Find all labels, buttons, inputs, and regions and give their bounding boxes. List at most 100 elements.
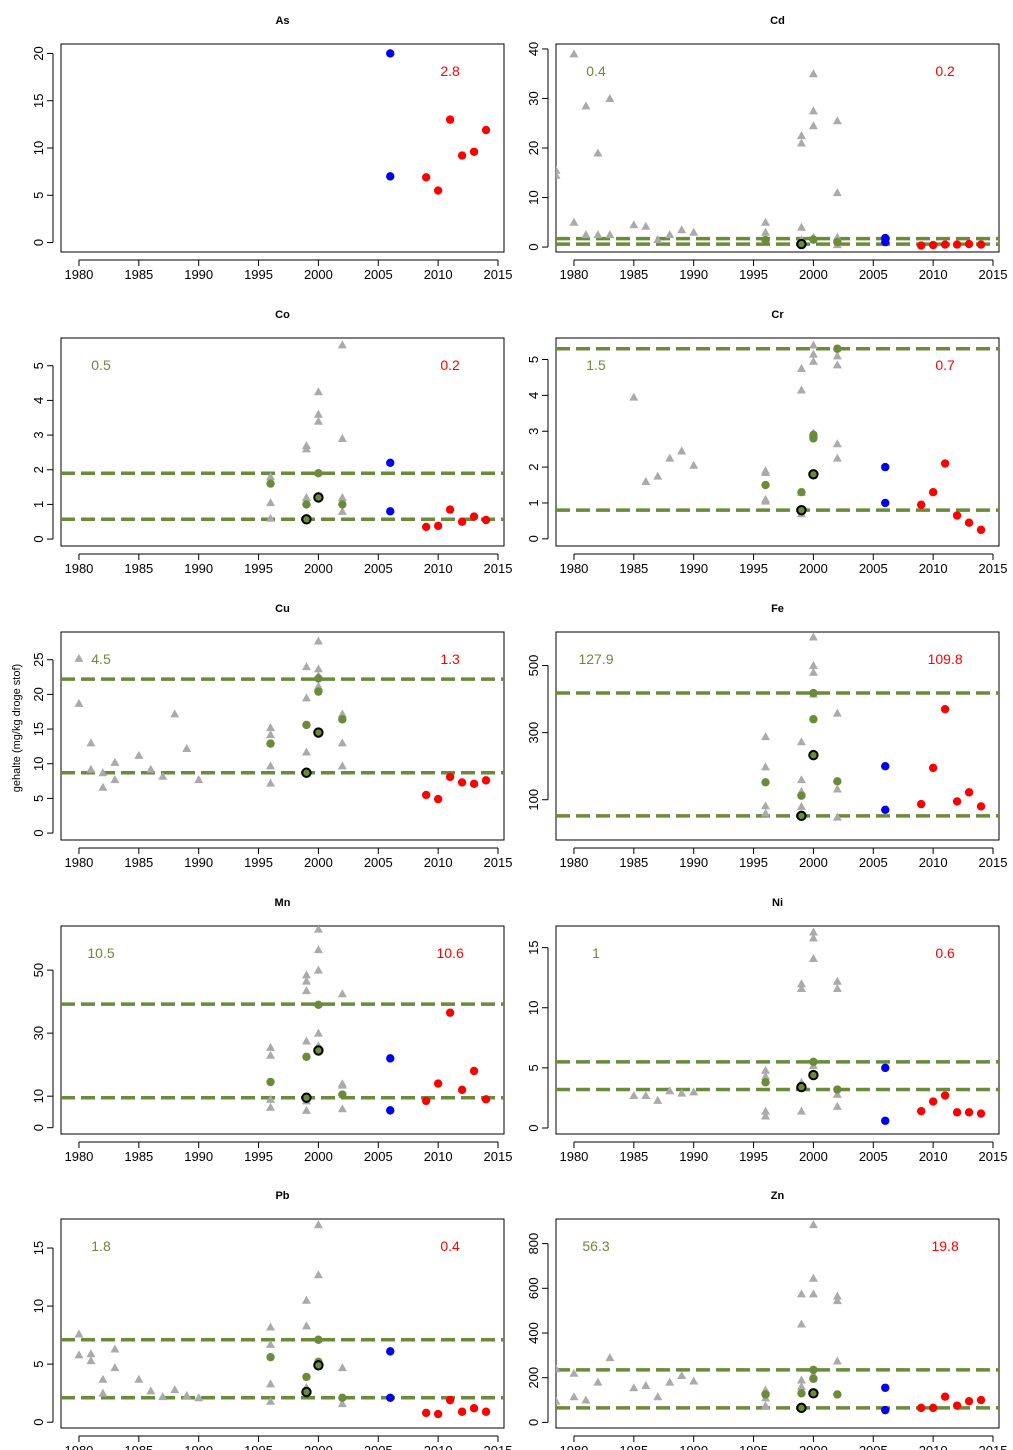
blue-point: [881, 1116, 890, 1125]
black-point: [796, 238, 807, 250]
y-tick-label: 50: [31, 963, 46, 977]
historic-point: [313, 416, 323, 425]
historic-point: [761, 1111, 771, 1120]
panel-cu: Cu 1980 1985 1990 1995 2000 2005 2010 2015 0 5 10 15…: [31, 603, 512, 870]
historic-point: [593, 1377, 603, 1386]
x-tick-label: 2000: [799, 1149, 828, 1164]
x-tick-label: 2010: [424, 561, 453, 576]
y-tick-label: 0: [31, 829, 46, 836]
historic-point: [301, 1105, 311, 1114]
black-point: [301, 767, 312, 778]
right-annotation: 0.7: [935, 357, 955, 373]
historic-point: [796, 984, 806, 993]
red-point: [445, 505, 455, 514]
historic-point: [796, 801, 806, 810]
x-tick-label: 2015: [979, 267, 1008, 282]
x-tick-label: 2010: [424, 267, 453, 282]
red-point: [964, 788, 974, 797]
x-tick-label: 1980: [64, 1443, 93, 1450]
x-tick-label: 1980: [64, 1149, 93, 1164]
historic-point: [808, 356, 818, 365]
blue-point: [386, 507, 395, 516]
y-tick-label: 1: [526, 499, 541, 506]
x-tick-label: 2000: [304, 1443, 333, 1450]
x-tick-label: 2000: [799, 855, 828, 870]
historic-point: [796, 138, 806, 147]
y-tick-label: 0: [526, 1419, 541, 1426]
historic-point: [110, 1344, 120, 1353]
x-tick-label: 2015: [484, 855, 513, 870]
historic-point: [301, 1295, 311, 1304]
red-point: [433, 794, 443, 804]
red-point: [976, 802, 986, 811]
x-tick-label: 1990: [679, 1443, 708, 1450]
x-tick-label: 1990: [184, 1443, 213, 1450]
panel-title: Cd: [770, 15, 785, 27]
y-tick-label: 10: [31, 756, 46, 770]
x-tick-label: 2005: [364, 1149, 393, 1164]
historic-point: [266, 761, 276, 770]
historic-point: [313, 1270, 323, 1279]
green-point: [266, 1077, 275, 1087]
historic-point: [86, 738, 96, 747]
historic-point: [832, 439, 842, 448]
red-point: [469, 779, 479, 789]
historic-point: [301, 986, 311, 995]
historic-point: [808, 349, 818, 358]
historic-point: [313, 681, 323, 690]
y-tick-label: 300: [526, 722, 541, 744]
green-point: [314, 687, 323, 696]
historic-point: [641, 1381, 651, 1390]
x-tick-label: 1995: [244, 1149, 273, 1164]
red-point: [916, 1106, 926, 1116]
black-point: [313, 492, 324, 503]
right-annotation: 10.6: [436, 945, 463, 961]
left-annotation: 4.5: [91, 651, 111, 667]
markers: [761, 632, 986, 822]
right-annotation: 109.8: [928, 651, 963, 667]
historic-point: [266, 730, 276, 739]
x-tick-label: 1985: [619, 855, 648, 870]
blue-point: [881, 498, 890, 508]
historic-point: [832, 784, 842, 793]
historic-point: [796, 222, 806, 231]
green-point: [809, 688, 818, 698]
y-tick-label: 3: [526, 428, 541, 435]
blue-point: [386, 458, 395, 467]
historic-point: [677, 446, 687, 455]
red-point: [421, 173, 431, 182]
y-tick-label: 100: [526, 789, 541, 811]
red-point: [916, 500, 926, 509]
historic-point: [761, 762, 771, 771]
x-tick-label: 1985: [619, 1149, 648, 1164]
y-tick-label: 10: [31, 1089, 46, 1103]
y-tick-label: 5: [526, 356, 541, 363]
black-point: [301, 1092, 312, 1103]
y-tick-label: 5: [31, 795, 46, 802]
historic-point: [158, 771, 168, 780]
y-tick-label: 10: [31, 1299, 46, 1313]
historic-point: [808, 667, 818, 676]
x-tick-label: 2010: [919, 267, 948, 282]
historic-point: [301, 976, 311, 985]
historic-point: [629, 220, 639, 229]
x-tick-label: 2000: [799, 267, 828, 282]
red-point: [928, 763, 938, 773]
markers: [266, 926, 491, 1115]
red-point: [421, 1096, 431, 1106]
red-point: [952, 797, 962, 806]
historic-point: [761, 732, 771, 741]
historic-point: [761, 1065, 771, 1074]
black-point: [796, 504, 807, 516]
historic-point: [313, 1220, 323, 1229]
red-point: [916, 799, 926, 809]
historic-point: [98, 1374, 108, 1383]
historic-point: [301, 747, 311, 756]
black-point: [301, 514, 312, 525]
green-point: [314, 1000, 323, 1009]
historic-point: [266, 1322, 276, 1331]
x-tick-label: 1995: [739, 561, 768, 576]
historic-point: [301, 1321, 311, 1330]
historic-point: [110, 757, 120, 766]
historic-point: [569, 1368, 579, 1377]
